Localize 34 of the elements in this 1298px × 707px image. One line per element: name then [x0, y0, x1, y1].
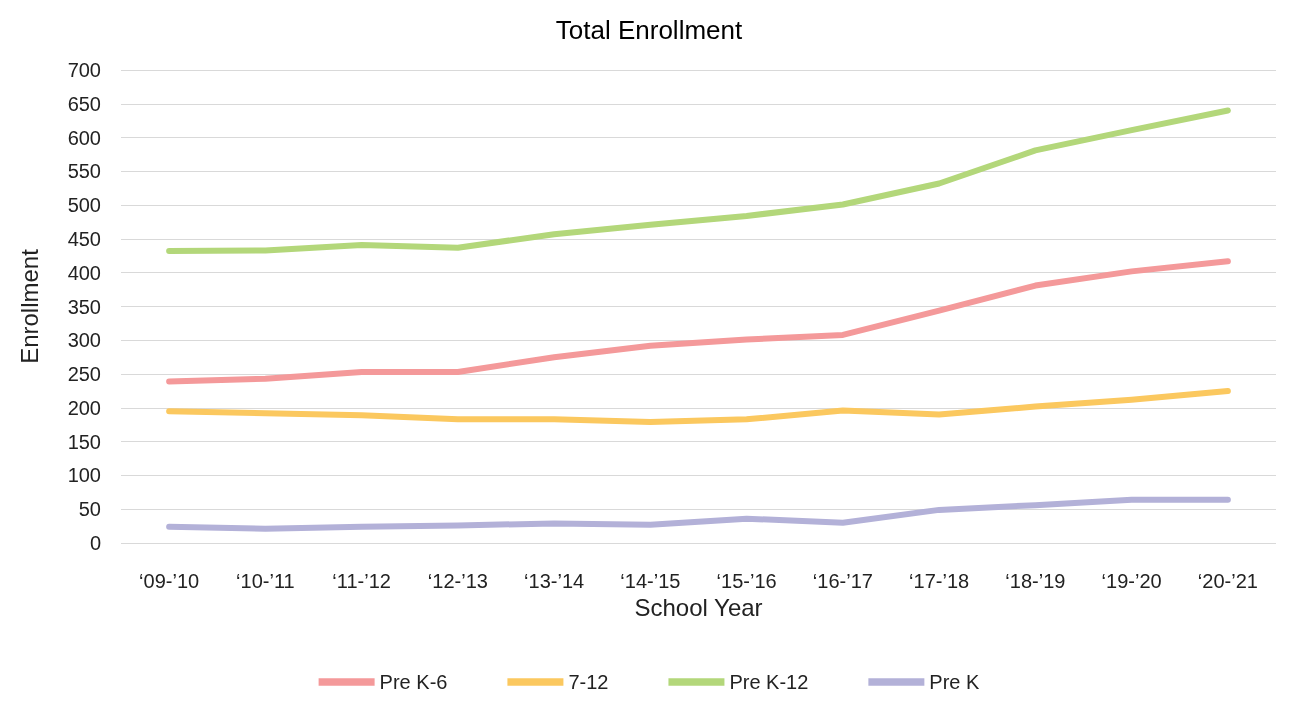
y-tick-label: 200 — [67, 396, 101, 419]
x-tick-label: ‘14-’15 — [620, 570, 681, 592]
y-tick-label: 0 — [89, 532, 101, 554]
x-tick-label: ‘10-’11 — [236, 570, 295, 592]
x-axis-title: School Year — [634, 594, 763, 622]
y-tick-label: 300 — [67, 329, 101, 352]
x-tick-label: ‘16-’17 — [812, 570, 873, 592]
x-tick-label: ‘17-’18 — [909, 570, 970, 592]
legend-label: Pre K-12 — [729, 671, 809, 693]
x-tick-label: ‘11-’12 — [332, 570, 391, 592]
y-tick-label: 150 — [67, 430, 101, 453]
x-tick-label: ‘15-’16 — [716, 570, 777, 592]
y-axis-title: Enrollment — [15, 248, 43, 364]
y-tick-label: 250 — [67, 363, 101, 386]
legend-label: 7-12 — [568, 671, 609, 693]
legend-label: Pre K — [929, 671, 981, 693]
y-tick-label: 700 — [67, 59, 101, 81]
x-tick-label: ‘19-’20 — [1101, 570, 1162, 592]
y-tick-label: 100 — [67, 464, 101, 487]
legend-label: Pre K-6 — [379, 671, 448, 693]
y-tick-label: 650 — [67, 92, 101, 115]
y-tick-label: 600 — [67, 126, 101, 149]
x-tick-label: ‘13-’14 — [524, 570, 585, 592]
x-tick-label: ‘18-’19 — [1005, 570, 1066, 592]
y-tick-label: 400 — [67, 261, 101, 284]
y-tick-label: 50 — [78, 498, 101, 521]
x-tick-label: ‘12-’13 — [427, 570, 488, 592]
chart-title: Total Enrollment — [555, 15, 743, 45]
y-tick-label: 450 — [67, 227, 101, 250]
x-tick-label: ‘09-’10 — [139, 570, 200, 592]
y-tick-label: 500 — [67, 194, 101, 217]
y-tick-label: 350 — [67, 295, 101, 318]
x-tick-label: ‘20-’21 — [1197, 570, 1258, 592]
y-tick-label: 550 — [67, 160, 101, 183]
